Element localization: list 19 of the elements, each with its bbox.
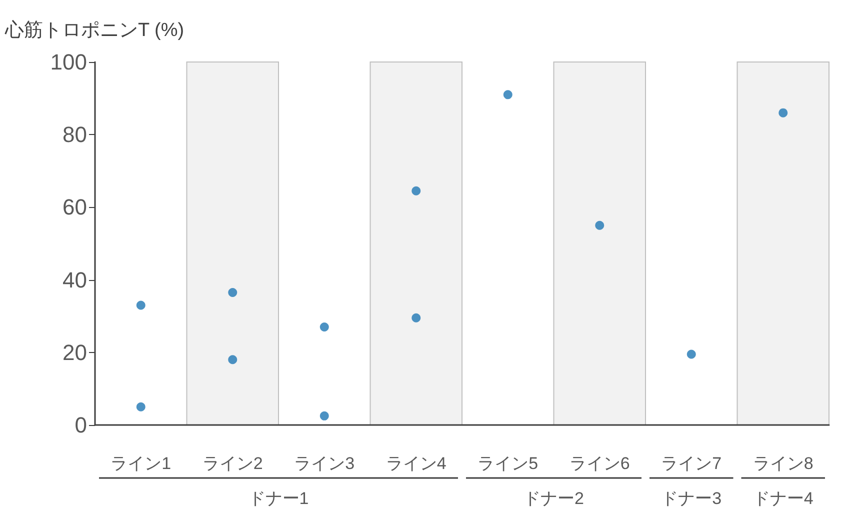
y-tick-label: 100 bbox=[50, 50, 87, 74]
x-tick-label: ライン6 bbox=[569, 454, 630, 473]
y-tick-label: 0 bbox=[74, 412, 87, 438]
x-tick-label: ライン4 bbox=[386, 454, 446, 473]
text: ドナー3 bbox=[661, 489, 722, 508]
x-tick-label: ライン3 bbox=[294, 454, 355, 473]
x-tick-label: ライン8 bbox=[752, 454, 814, 473]
y-axis-title: 心筋トロポニンT (%) bbox=[4, 19, 184, 41]
x-tick-label: ライン7 bbox=[661, 454, 722, 473]
y-tick-label: 40 bbox=[62, 267, 87, 292]
x-tick-label: ライン1 bbox=[110, 454, 172, 473]
y-tick-label: 60 bbox=[62, 194, 87, 220]
x-tick-label: ライン5 bbox=[478, 454, 538, 473]
y-tick-label: 20 bbox=[62, 340, 87, 365]
x-tick-label: ライン2 bbox=[202, 454, 263, 473]
text: ドナー1 bbox=[248, 489, 309, 508]
text: ドナー2 bbox=[524, 489, 584, 508]
y-tick-label: 80 bbox=[62, 122, 87, 148]
text: ドナー4 bbox=[752, 489, 814, 508]
